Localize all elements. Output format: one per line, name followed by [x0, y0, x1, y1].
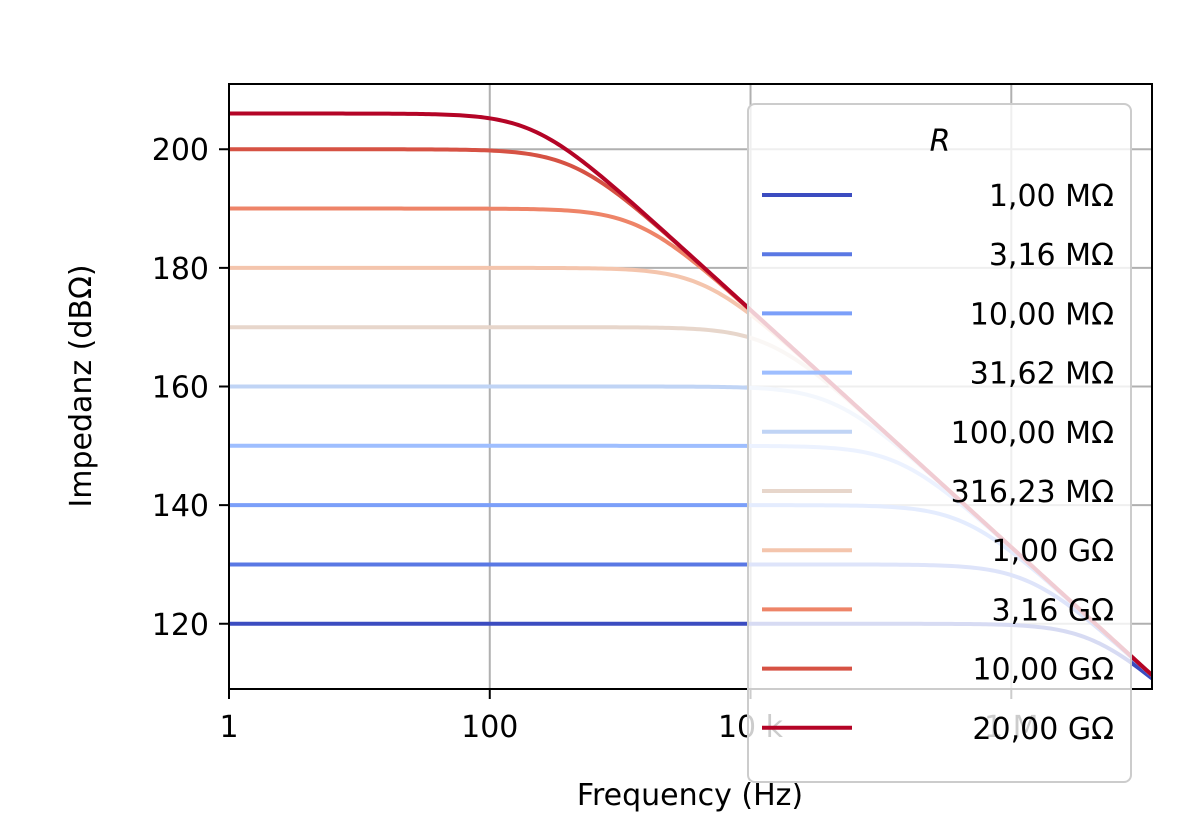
legend-label: 20,00 GΩ [972, 712, 1114, 747]
y-tick-label: 200 [152, 133, 209, 168]
legend-label: 10,00 MΩ [970, 297, 1114, 332]
legend-title: R [930, 124, 951, 159]
y-tick-label: 160 [152, 371, 209, 406]
legend-label: 1,00 GΩ [991, 534, 1114, 569]
legend-label: 10,00 GΩ [972, 653, 1114, 688]
x-axis-title: Frequency (Hz) [577, 778, 803, 813]
legend: R 1,00 MΩ 3,16 MΩ 10,00 MΩ 31,62 MΩ 100,00 MΩ… [747, 103, 1132, 783]
y-axis-title: Impedanz (dBΩ) [64, 264, 99, 507]
x-tick-label: 100 [461, 710, 518, 745]
legend-box [747, 103, 1132, 783]
legend-label: 3,16 GΩ [991, 593, 1114, 628]
legend-label: 1,00 MΩ [989, 179, 1114, 214]
legend-label: 3,16 MΩ [989, 238, 1114, 273]
legend-label: 31,62 MΩ [970, 357, 1114, 392]
x-tick-label: 1 [219, 710, 238, 745]
legend-label: 316,23 MΩ [951, 475, 1114, 510]
y-tick-label: 180 [152, 252, 209, 287]
y-tick-label: 140 [152, 489, 209, 524]
legend-label: 100,00 MΩ [951, 416, 1114, 451]
y-tick-label: 120 [152, 608, 209, 643]
